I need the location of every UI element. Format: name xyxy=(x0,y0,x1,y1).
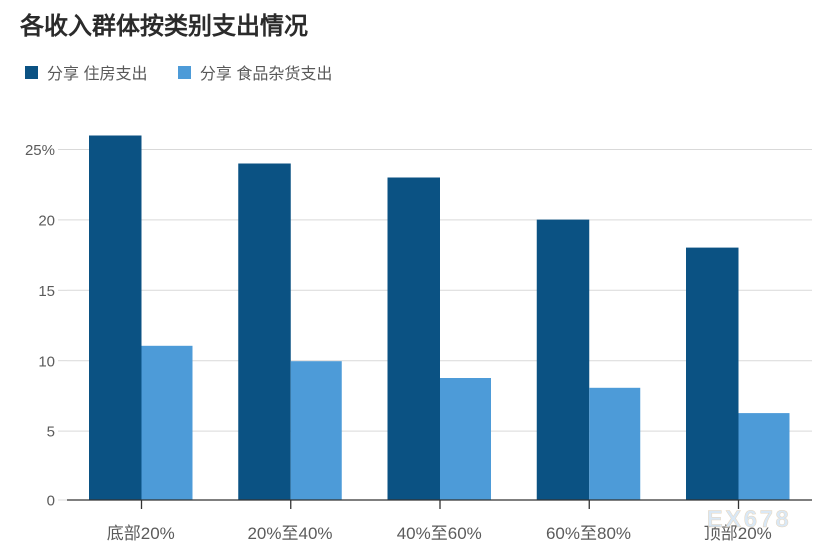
svg-text:10: 10 xyxy=(38,353,55,370)
svg-text:EX678: EX678 xyxy=(707,506,792,533)
svg-text:60%至80%: 60%至80% xyxy=(546,524,631,543)
svg-text:20%至40%: 20%至40% xyxy=(247,524,332,543)
svg-text:底部20%: 底部20% xyxy=(107,524,175,543)
svg-text:40%至60%: 40%至60% xyxy=(397,524,482,543)
svg-text:25%: 25% xyxy=(25,142,55,159)
svg-text:5: 5 xyxy=(47,424,55,441)
svg-text:0: 0 xyxy=(47,493,55,510)
svg-text:20: 20 xyxy=(38,213,55,230)
svg-text:15: 15 xyxy=(38,283,55,300)
